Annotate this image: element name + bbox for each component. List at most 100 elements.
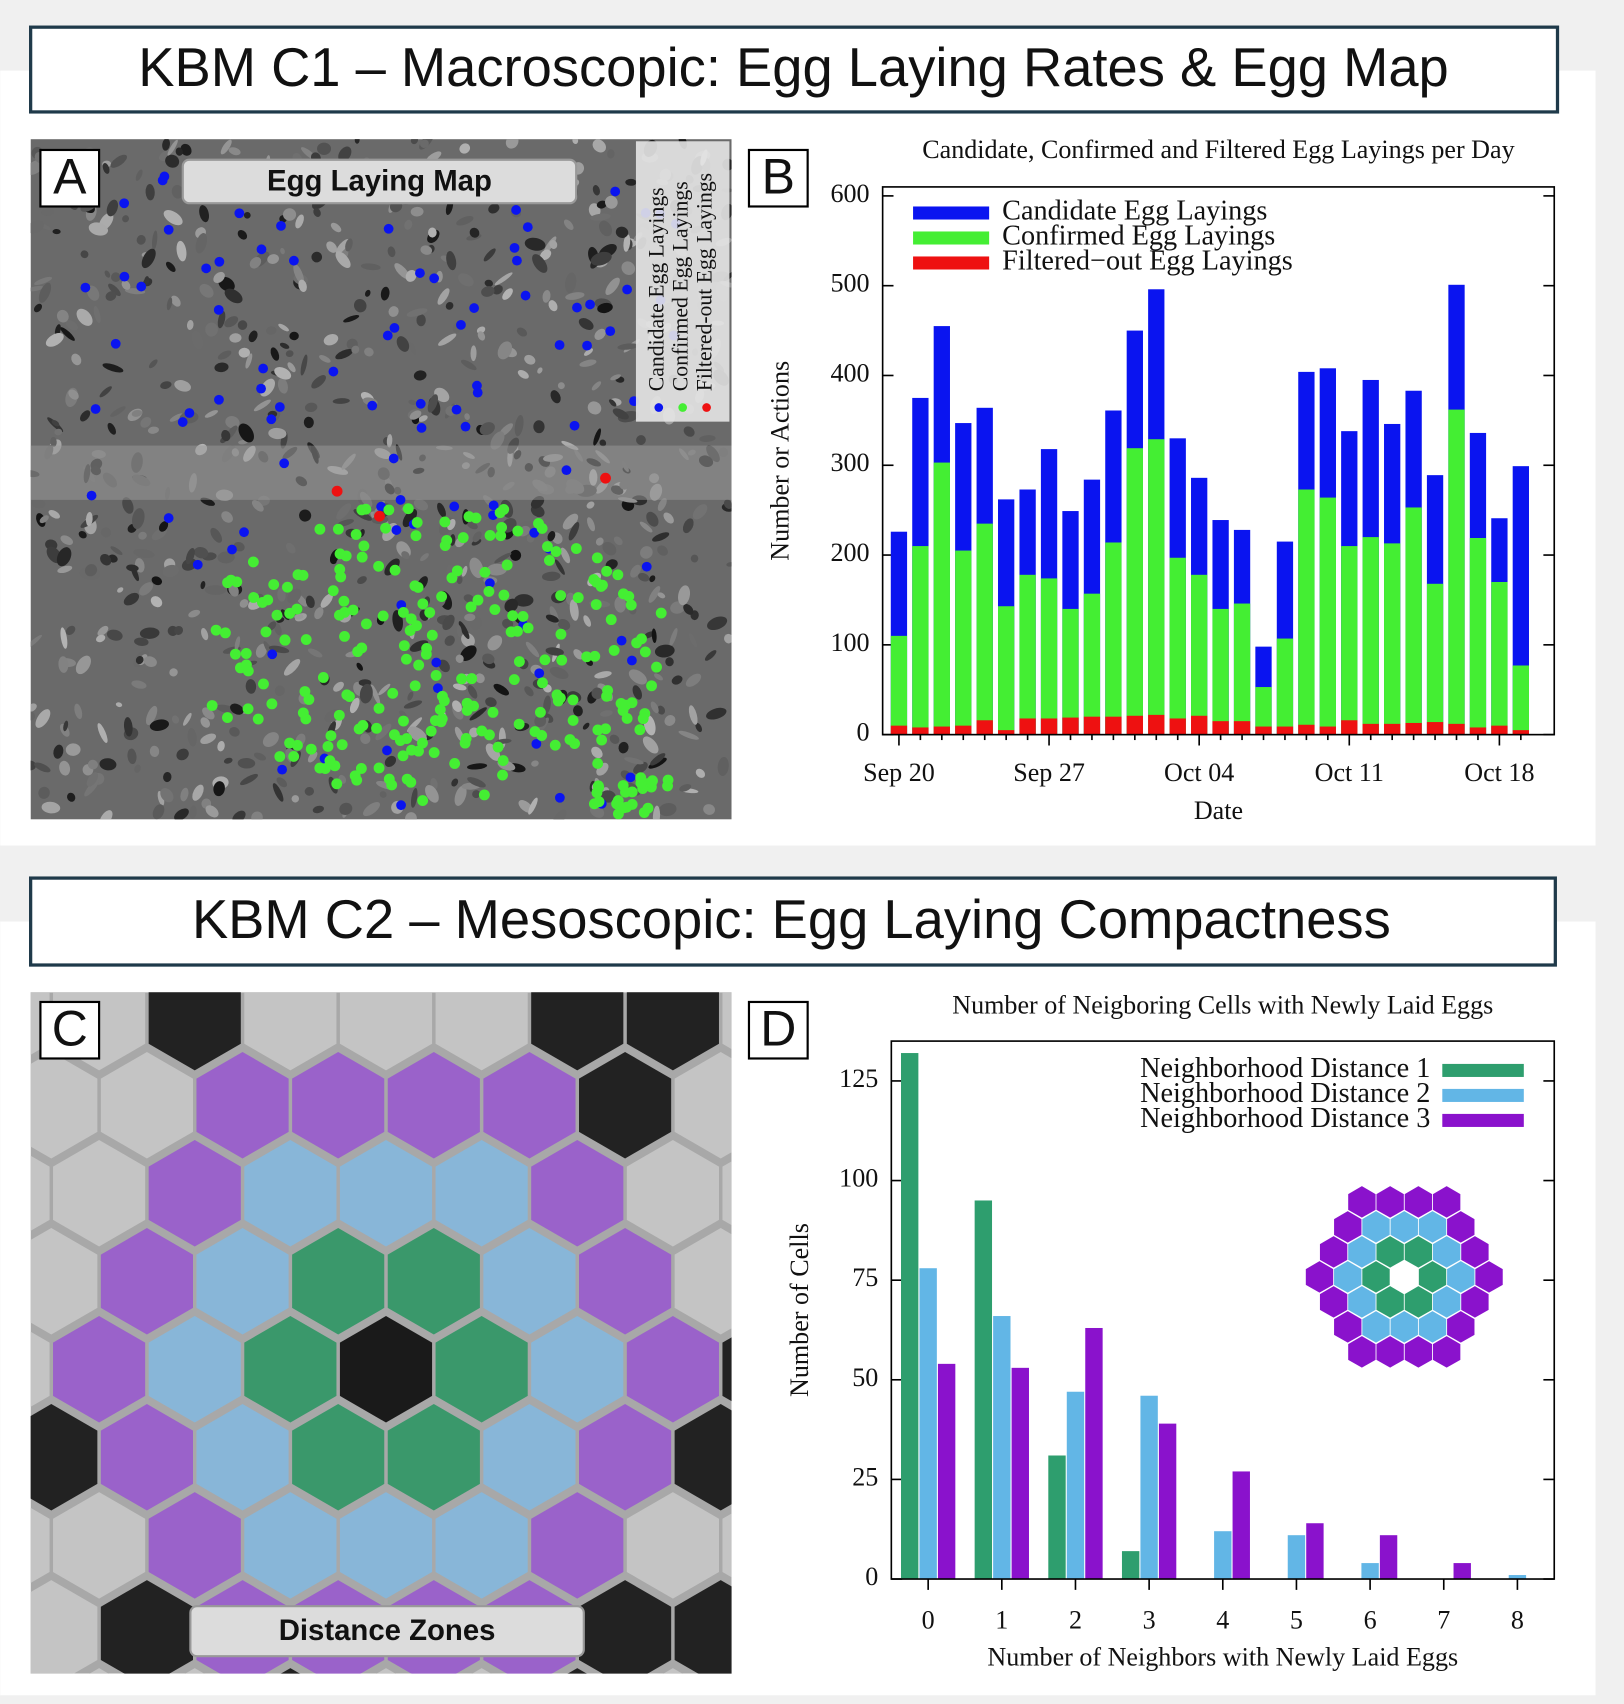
texture: [534, 715, 547, 727]
texture: [335, 238, 350, 254]
egg-dot: [240, 648, 252, 659]
texture: [649, 575, 656, 583]
texture: [469, 727, 479, 738]
texture: [548, 300, 558, 312]
texture: [326, 241, 337, 253]
texture: [587, 401, 602, 415]
panel-label: B: [762, 149, 795, 205]
texture: [475, 673, 485, 684]
bar: [1140, 1395, 1158, 1580]
egg-dot: [383, 223, 394, 234]
texture: [30, 703, 37, 712]
egg-dot: [434, 704, 446, 716]
texture: [143, 656, 157, 668]
egg-dot: [360, 503, 372, 515]
texture: [413, 370, 427, 381]
egg-dot: [332, 523, 344, 535]
egg-dot: [550, 546, 562, 557]
egg-dot: [561, 465, 572, 476]
texture: [610, 374, 622, 381]
egg-dot: [636, 633, 647, 645]
texture: [221, 511, 233, 523]
x-axis-label: Date: [1194, 796, 1243, 825]
cell: [579, 1228, 672, 1335]
egg-dot: [498, 589, 510, 601]
cell: [339, 1316, 433, 1423]
texture: [683, 603, 694, 615]
texture: [525, 641, 540, 658]
map-legend-dot: [702, 403, 711, 412]
y-tick-label: 125: [839, 1064, 878, 1093]
egg-dot: [517, 611, 529, 622]
bar: [1362, 723, 1379, 735]
texture: [80, 410, 91, 422]
egg-dot: [484, 578, 495, 589]
texture: [343, 314, 360, 323]
egg-dot: [472, 387, 483, 398]
bar: [1011, 1367, 1029, 1580]
texture: [632, 685, 642, 700]
cell: [435, 1139, 528, 1247]
bar: [1384, 543, 1401, 735]
egg-dot: [389, 564, 401, 576]
egg-dot: [509, 242, 520, 253]
texture: [200, 717, 211, 728]
egg-dot: [297, 569, 309, 581]
egg-dot: [555, 590, 567, 601]
texture: [360, 733, 371, 745]
egg-dot: [402, 503, 414, 515]
distance-zone-image: [30, 992, 732, 1674]
egg-dot: [416, 423, 427, 433]
texture: [65, 743, 81, 756]
cell: [244, 1492, 337, 1599]
egg-dot: [371, 722, 382, 734]
cell: [89, 1668, 109, 1674]
texture: [221, 429, 231, 442]
texture: [56, 547, 72, 567]
cell: [100, 1228, 193, 1335]
egg-dot: [635, 772, 647, 784]
texture: [410, 206, 424, 217]
cell: [626, 1139, 719, 1247]
texture: [615, 226, 629, 238]
cell: [30, 1404, 98, 1511]
texture: [486, 563, 507, 576]
egg-dot: [360, 618, 372, 630]
cell: [292, 1228, 385, 1335]
texture: [294, 613, 304, 620]
texture: [312, 805, 324, 814]
bar: [900, 1053, 919, 1580]
texture: [74, 703, 83, 720]
texture: [683, 426, 695, 437]
texture: [97, 723, 108, 743]
egg-dot: [536, 522, 548, 534]
texture: [253, 399, 271, 412]
charts: Candidate, Confirmed and Filtered Egg La…: [766, 135, 1556, 1671]
texture: [477, 331, 486, 341]
egg-dot: [192, 559, 203, 570]
egg-dot: [555, 628, 567, 640]
egg-dot: [239, 527, 249, 538]
inset-cell: [1376, 1236, 1404, 1268]
texture: [169, 413, 184, 422]
texture: [169, 668, 178, 677]
cell: [435, 992, 528, 1071]
bar: [1040, 718, 1058, 735]
texture: [726, 562, 732, 567]
bar: [1158, 1423, 1177, 1580]
texture: [317, 142, 332, 155]
texture: [591, 746, 603, 759]
texture: [456, 576, 463, 585]
egg-dot: [405, 613, 417, 625]
texture: [304, 787, 315, 796]
egg-dot: [214, 394, 224, 405]
bar: [955, 550, 972, 735]
egg-dot: [291, 603, 303, 615]
texture: [330, 222, 342, 233]
texture: [464, 413, 470, 421]
cell: [148, 1492, 241, 1599]
texture: [568, 522, 580, 541]
egg-dot: [472, 594, 484, 606]
texture: [30, 711, 36, 721]
